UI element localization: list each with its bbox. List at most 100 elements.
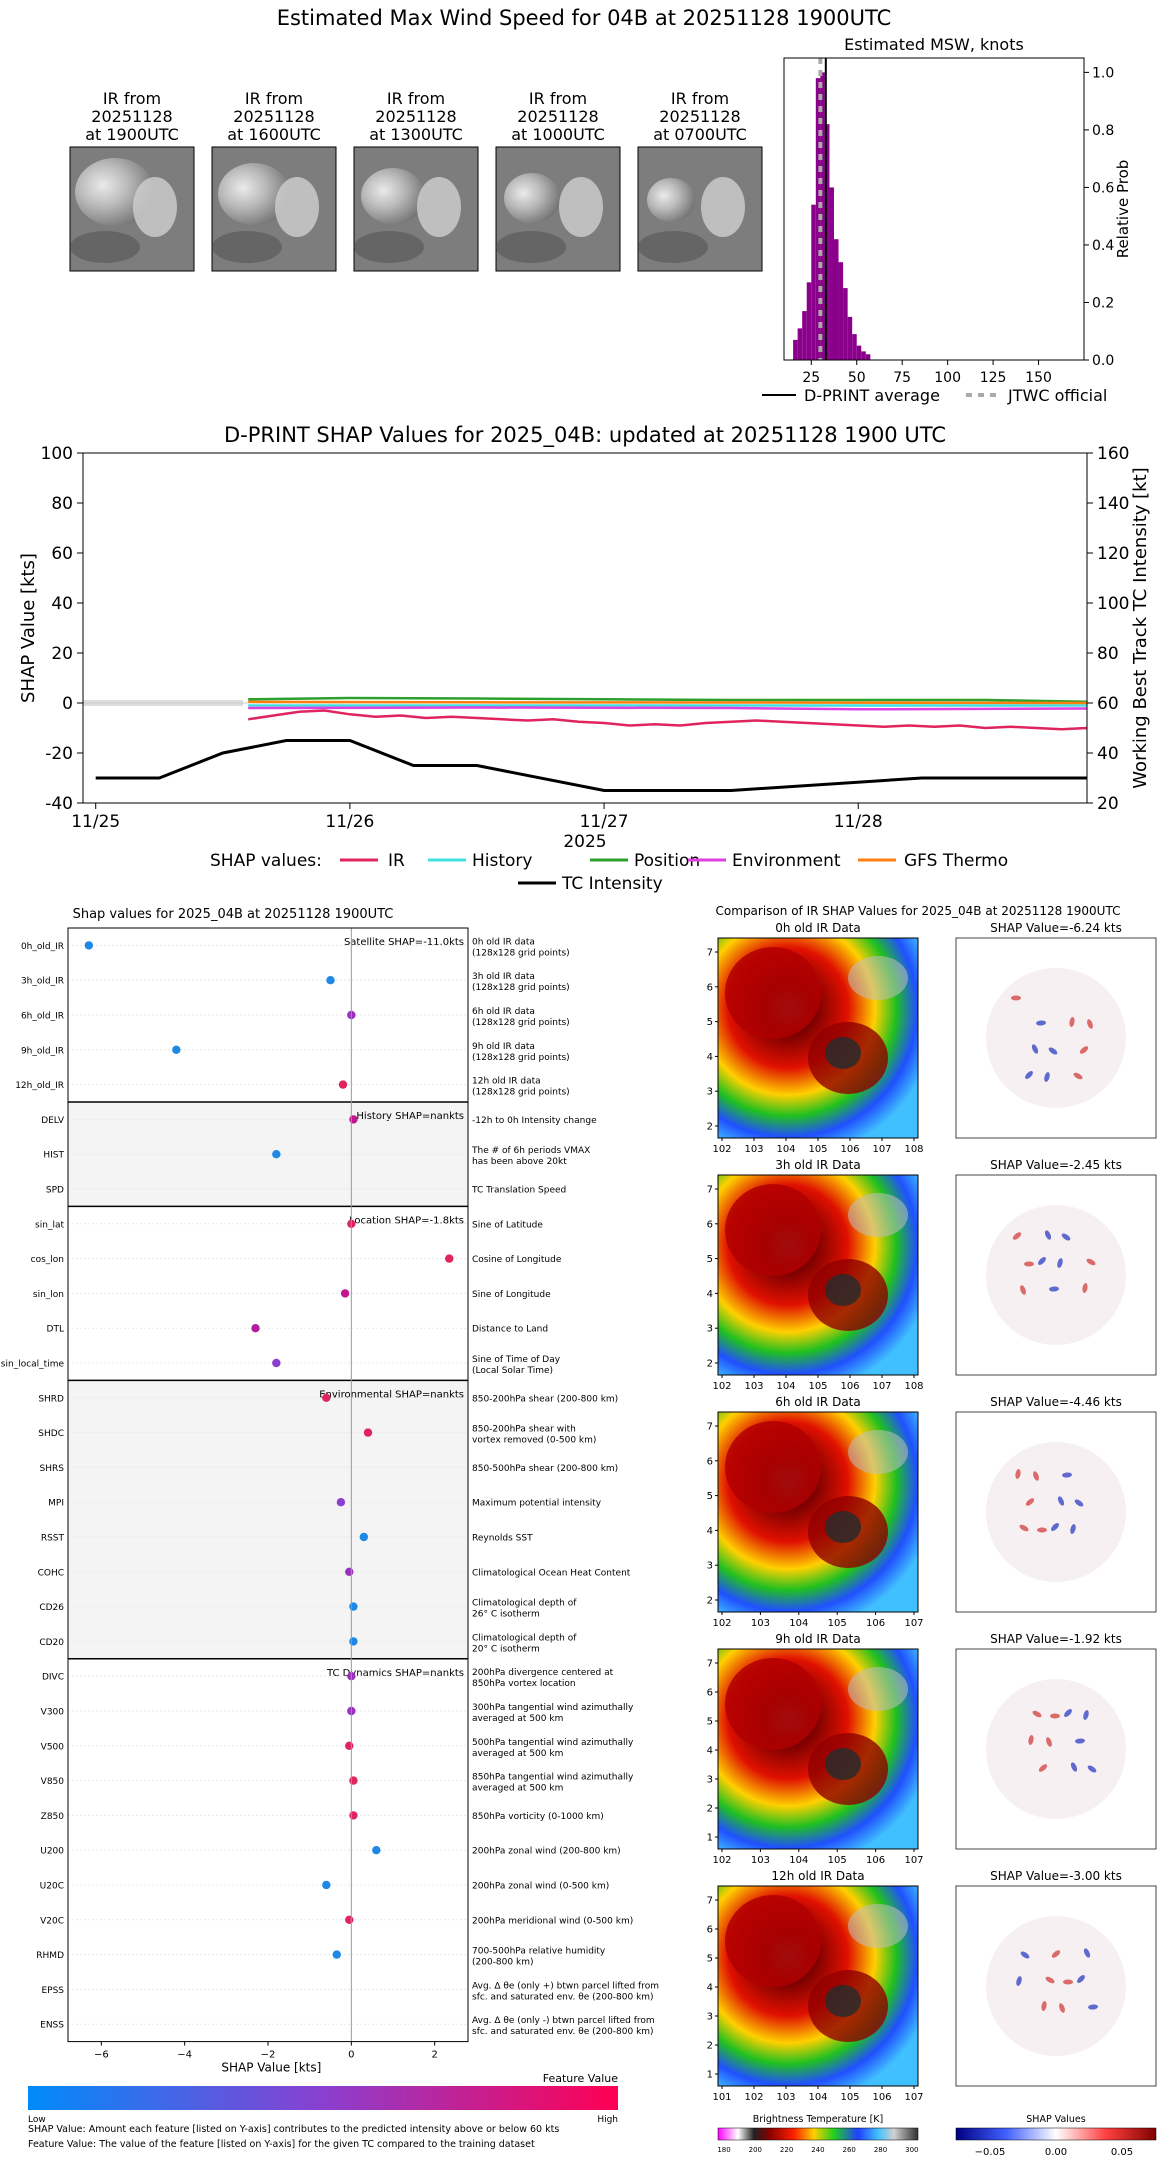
y-tick-label: 3 xyxy=(707,1087,713,1098)
positive-shap-blob xyxy=(1086,1258,1096,1266)
feature-desc: 12h old IR data xyxy=(472,1077,541,1087)
feature-desc: Sine of Longitude xyxy=(472,1290,551,1300)
y-tick-label: 20 xyxy=(51,644,73,664)
feature-desc: (200-800 km) xyxy=(472,1958,533,1968)
msw-bar xyxy=(797,328,803,360)
feature-desc: 200hPa zonal wind (0-500 km) xyxy=(472,1882,609,1892)
deepest-cloud xyxy=(825,1037,861,1069)
shap-point xyxy=(349,1115,358,1124)
ir-panel-title: 3h old IR Data xyxy=(775,1158,861,1172)
positive-shap-blob xyxy=(1011,995,1021,1001)
feature-name: sin_lon xyxy=(33,1290,64,1300)
shap-point xyxy=(349,1776,358,1785)
y2-tick-label: 140 xyxy=(1097,494,1129,514)
msw-bar xyxy=(815,78,821,360)
x-tick-label: 108 xyxy=(904,1144,923,1155)
shap-point xyxy=(338,1080,348,1089)
feature-desc: Avg. Δ θe (only -) btwn parcel lifted fr… xyxy=(472,2016,655,2026)
shap-point xyxy=(349,1811,358,1820)
cloud-shadow xyxy=(70,231,140,263)
shap-point xyxy=(345,1915,354,1925)
feature-name: 12h_old_IR xyxy=(15,1081,64,1091)
feature-desc: 700-500hPa relative humidity xyxy=(472,1947,606,1957)
negative-shap-blob xyxy=(1083,1948,1091,1958)
bt-tick-label: 300 xyxy=(905,2146,918,2154)
y-tick-label: 60 xyxy=(51,544,73,564)
positive-shap-blob xyxy=(1041,2001,1047,2011)
feature-desc: (128x128 grid points) xyxy=(472,1053,570,1063)
cold-cloud-core xyxy=(725,947,821,1039)
feature-desc: (128x128 grid points) xyxy=(472,983,570,993)
ir-panel-title: 6h old IR Data xyxy=(775,1395,861,1409)
positive-shap-blob xyxy=(1051,1950,1061,1958)
shap-panel-title: SHAP Value=-2.45 kts xyxy=(990,1158,1122,1172)
cloud-shadow xyxy=(354,231,424,263)
bt-tick-label: 180 xyxy=(717,2146,730,2154)
cloud-shadow xyxy=(638,231,708,263)
x-tick-label: 75 xyxy=(893,370,911,386)
series-line-position xyxy=(248,696,1088,704)
msw-bar xyxy=(861,351,866,360)
feature-name: DELV xyxy=(41,1116,65,1126)
y-tick-label: 6 xyxy=(707,1219,713,1230)
x-tick-label: 107 xyxy=(904,1855,923,1866)
thumb-label-line3: at 1300UTC xyxy=(369,125,463,144)
colorbar-low: Low xyxy=(28,2115,46,2125)
x-tick-label: 102 xyxy=(744,2092,763,2103)
x-tick-label: 104 xyxy=(776,1381,795,1392)
feature-desc: sfc. and saturated env. θe (200-800 km) xyxy=(472,1992,654,2002)
feature-name: sin_local_time xyxy=(1,1360,65,1370)
shap-point xyxy=(349,1602,358,1611)
positive-shap-blob xyxy=(1079,1046,1089,1054)
y-tick-label: 3 xyxy=(707,2012,713,2023)
colorbar-high: High xyxy=(597,2115,618,2125)
x-tick-label: 102 xyxy=(712,1381,731,1392)
x-tick-label: 150 xyxy=(1025,370,1052,386)
negative-shap-blob xyxy=(1038,1257,1046,1265)
feature-desc: 200hPa zonal wind (200-800 km) xyxy=(472,1847,621,1857)
feature-desc: Reynolds SST xyxy=(472,1534,533,1544)
shap-point xyxy=(345,1741,354,1751)
bt-tick-label: 260 xyxy=(843,2146,856,2154)
series-line-gfs-thermo xyxy=(248,700,1088,705)
positive-shap-blob xyxy=(1046,1737,1052,1747)
msw-bar xyxy=(856,345,862,360)
y-tick-label: 0.4 xyxy=(1092,238,1114,254)
timeseries-y2label: Working Best Track TC Intensity [kt] xyxy=(1130,467,1151,788)
negative-shap-blob xyxy=(1051,1523,1059,1531)
feature-name: U200 xyxy=(40,1847,64,1857)
positive-shap-blob xyxy=(1025,1498,1035,1506)
cold-cloud-core xyxy=(725,1184,821,1276)
feature-name: RHMD xyxy=(36,1951,64,1961)
shap-point xyxy=(349,1637,358,1646)
negative-shap-blob xyxy=(1064,1709,1072,1717)
y-tick-label: 5 xyxy=(707,1717,713,1728)
feature-name: HIST xyxy=(43,1151,64,1161)
y2-tick-label: 100 xyxy=(1097,594,1129,614)
y-tick-label: 4 xyxy=(707,1289,713,1300)
bt-colorbar-label: Brightness Temperature [K] xyxy=(753,2114,883,2125)
feature-desc: Sine of Latitude xyxy=(472,1220,543,1230)
feature-name: COHC xyxy=(38,1568,64,1578)
feature-name: 6h_old_IR xyxy=(21,1012,64,1022)
y-tick-label: 0.8 xyxy=(1092,123,1114,139)
x-tick-label: 108 xyxy=(904,1381,923,1392)
legend-label-ir: IR xyxy=(388,851,405,871)
y-tick-label: 2 xyxy=(707,1122,713,1133)
y-tick-label: 4 xyxy=(707,1983,713,1994)
y-tick-label: -40 xyxy=(45,794,73,814)
negative-shap-blob xyxy=(1057,1258,1063,1268)
thumb-label-line1: IR from xyxy=(671,89,729,108)
bt-tick-label: 280 xyxy=(874,2146,887,2154)
msw-bar xyxy=(802,311,807,360)
shap-noise-field xyxy=(986,968,1126,1108)
feature-desc: 20° C isotherm xyxy=(472,1644,540,1654)
feature-name: 0h_old_IR xyxy=(21,942,64,952)
feature-desc: has been above 20kt xyxy=(472,1157,567,1167)
feature-xlabel: SHAP Value [kts] xyxy=(221,2061,321,2075)
positive-shap-blob xyxy=(1033,1471,1039,1481)
y-tick-label: 0.2 xyxy=(1092,295,1114,311)
ir-panel-frame xyxy=(717,1648,919,1850)
